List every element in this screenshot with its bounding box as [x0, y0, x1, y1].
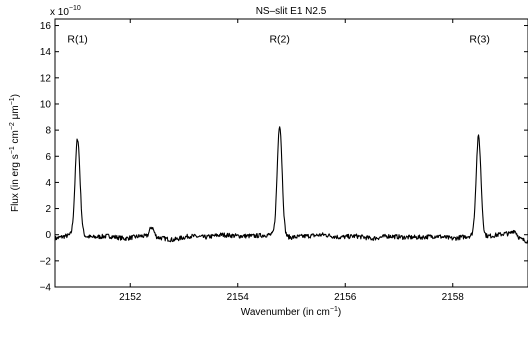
peak-annotation: R(1): [67, 34, 87, 46]
y-axis-label: Flux (in erg s−1 cm−2 μm−1): [9, 94, 21, 212]
annotations: R(1) R(2) R(3): [67, 34, 489, 46]
y-tick-label: 16: [40, 21, 52, 32]
peak-annotation: R(3): [469, 34, 489, 46]
peak-annotation: R(2): [269, 34, 289, 46]
y-exponent: x 10−10: [50, 5, 81, 18]
y-tick-label: 8: [45, 126, 51, 137]
y-tick-label: 10: [40, 99, 52, 110]
y-tick-label: 14: [40, 47, 52, 58]
y-tick-label: 6: [45, 152, 51, 163]
x-axis-ticks: 2152 2154 2156 2158: [119, 19, 464, 303]
svg-text:x 10−10: x 10−10: [50, 5, 81, 18]
y-tick-label: 2: [45, 204, 51, 215]
y-axis-ticks: −4 −2 0 2 4 6 8 10 12 14 16: [40, 21, 528, 294]
y-tick-label: 12: [40, 73, 52, 84]
x-tick-label: 2154: [227, 292, 250, 303]
x-tick-label: 2158: [442, 292, 465, 303]
chart-title: NS–slit E1 N2.5: [256, 6, 327, 17]
spectrum-line: [54, 126, 528, 244]
x-axis-label: Wavenumber (in cm−1): [241, 306, 341, 318]
y-tick-label: −4: [40, 283, 52, 294]
y-exponent-power: −10: [69, 5, 81, 12]
x-tick-label: 2156: [334, 292, 357, 303]
y-tick-label: −2: [40, 256, 52, 267]
plot-frame: [54, 18, 528, 288]
y-exponent-base: x 10: [50, 7, 69, 18]
x-tick-label: 2152: [119, 292, 142, 303]
y-tick-label: 4: [45, 178, 51, 189]
y-tick-label: 0: [45, 230, 51, 241]
